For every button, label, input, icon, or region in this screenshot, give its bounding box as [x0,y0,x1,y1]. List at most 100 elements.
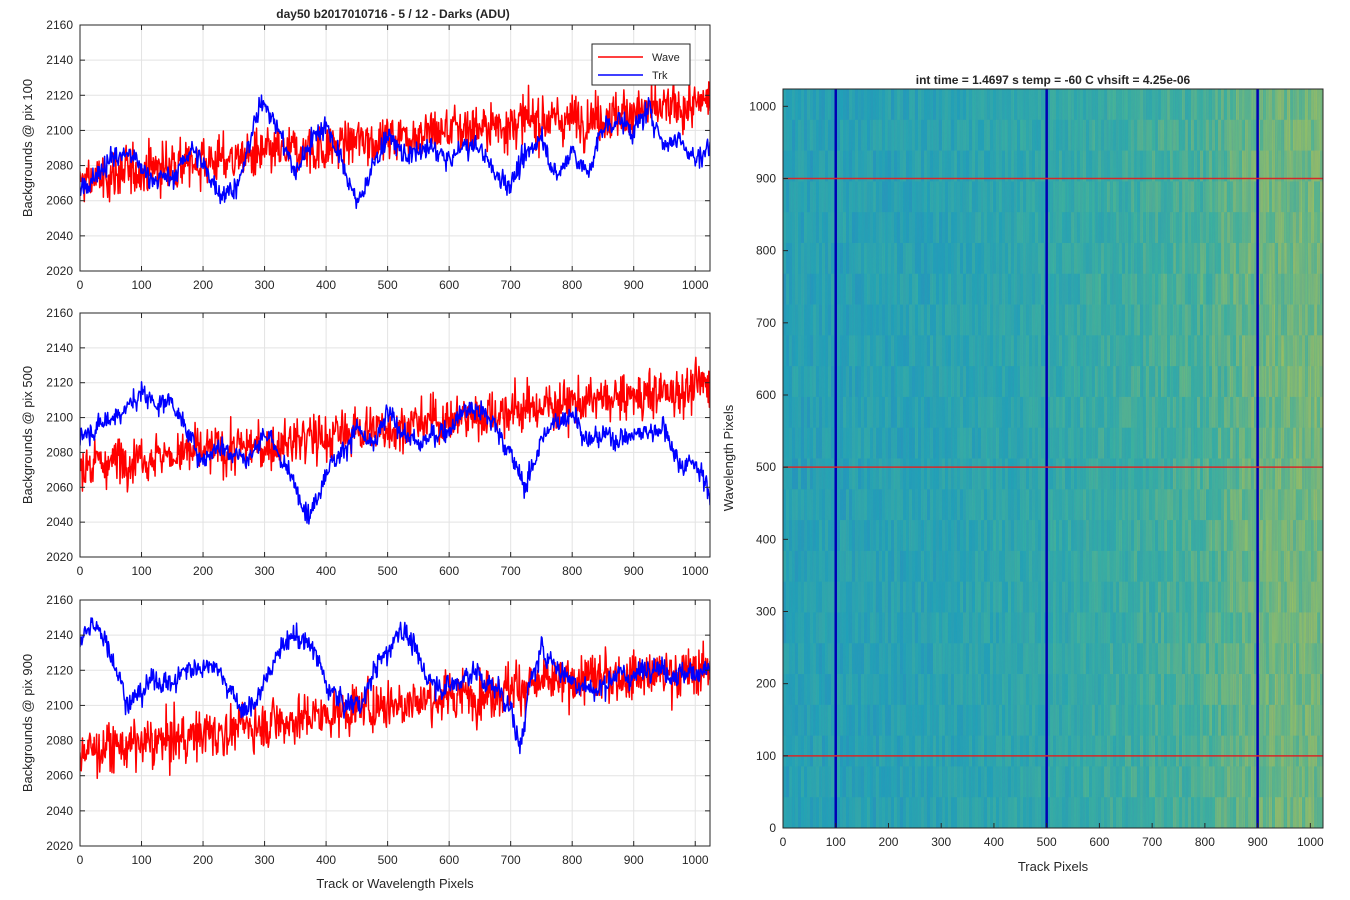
heatmap-y-tick-label: 100 [756,749,776,763]
panel-pix-900: 0 100 200 300 400 500 600 700 800 900 1000 2020 2040… [20,593,711,891]
y-tick-label: 2080 [46,159,73,173]
y-tick-label: 2160 [46,18,73,32]
panel-3-xlabel: Track or Wavelength Pixels [316,876,474,891]
x-tick-label: 500 [378,564,398,578]
x-tick-label: 900 [624,853,644,867]
y-tick-label: 2020 [46,839,73,853]
heatmap-x-tick-label: 400 [984,835,1004,849]
heatmap-streak-texture [783,89,1323,828]
panel-1-series [80,79,710,210]
heatmap-y-tick-label: 300 [756,604,776,618]
heatmap-x-tick-label: 200 [878,835,898,849]
legend-trk-label: Trk [652,70,668,82]
x-tick-label: 300 [255,564,275,578]
y-tick-label: 2060 [46,480,73,494]
heatmap-x-tick-label: 1000 [1297,835,1324,849]
y-tick-label: 2140 [46,628,73,642]
heatmap-y-tick-label: 500 [756,460,776,474]
x-tick-label: 400 [316,564,336,578]
x-tick-label: 1000 [682,278,709,292]
heatmap-ylabel: Wavelength Pixels [721,404,736,511]
heatmap-x-tick-label: 500 [1037,835,1057,849]
x-tick-label: 300 [255,853,275,867]
heatmap-xlabel: Track Pixels [1018,859,1089,874]
heatmap-x-tick-label: 700 [1142,835,1162,849]
panel-1-frame [79,24,711,272]
y-tick-label: 2100 [46,698,73,712]
right-chart-title: int time = 1.4697 s temp = -60 C vhsift … [916,73,1191,87]
legend: Wave Trk [591,43,691,86]
heatmap-y-tick-label: 600 [756,388,776,402]
left-chart-title: day50 b2017010716 - 5 / 12 - Darks (ADU) [276,7,509,21]
x-tick-label: 1000 [682,564,709,578]
x-tick-label: 200 [193,564,213,578]
y-tick-label: 2080 [46,734,73,748]
panel-3-ticks: 0 100 200 300 400 500 600 700 800 900 1000 2020 2040… [46,593,710,867]
y-tick-label: 2120 [46,376,73,390]
heatmap-ticks: 0 100 200 300 400 500 600 700 800 900 1000 0 100 200 3… [749,99,1324,849]
series-line-trk [80,617,710,755]
y-tick-label: 2020 [46,550,73,564]
x-tick-label: 100 [132,564,152,578]
heatmap-x-tick-label: 600 [1089,835,1109,849]
heatmap-x-tick-label: 900 [1248,835,1268,849]
x-tick-label: 100 [132,278,152,292]
heatmap-y-tick-label: 0 [769,821,776,835]
series-line-trk [80,94,710,210]
x-tick-label: 400 [316,853,336,867]
y-tick-label: 2060 [46,194,73,208]
y-tick-label: 2040 [46,515,73,529]
panel-2-series [80,356,710,525]
y-tick-label: 2140 [46,53,73,67]
y-tick-label: 2040 [46,229,73,243]
x-tick-label: 0 [77,564,84,578]
x-tick-label: 400 [316,278,336,292]
heatmap-y-tick-label: 200 [756,677,776,691]
legend-wave-label: Wave [652,52,680,64]
y-tick-label: 2120 [46,88,73,102]
x-tick-label: 900 [624,564,644,578]
panel-3-series [80,617,710,780]
x-tick-label: 200 [193,278,213,292]
y-tick-label: 2060 [46,769,73,783]
x-tick-label: 600 [439,564,459,578]
panel-pix-500: 0 100 200 300 400 500 600 700 800 900 1000 2020 2040… [20,306,711,578]
panel-2-ticks: 0 100 200 300 400 500 600 700 800 900 1000 2020 2040… [46,306,710,578]
heatmap-x-tick-label: 100 [826,835,846,849]
heatmap-y-tick-label: 800 [756,244,776,258]
x-tick-label: 600 [439,853,459,867]
x-tick-label: 800 [562,278,582,292]
y-tick-label: 2100 [46,411,73,425]
y-tick-label: 2120 [46,663,73,677]
series-line-wave [80,356,710,493]
x-tick-label: 300 [255,278,275,292]
heatmap-frame [782,88,1324,829]
panel-2-ylabel: Backgrounds @ pix 500 [20,366,35,504]
y-tick-label: 2160 [46,306,73,320]
heatmap-marker-lines [783,89,1323,828]
panel-3-ylabel: Backgrounds @ pix 900 [20,654,35,792]
panel-3-frame [79,599,711,847]
y-tick-label: 2100 [46,123,73,137]
x-tick-label: 500 [378,853,398,867]
x-tick-label: 0 [77,853,84,867]
y-tick-label: 2040 [46,804,73,818]
y-tick-label: 2160 [46,593,73,607]
x-tick-label: 100 [132,853,152,867]
heatmap-y-tick-label: 400 [756,532,776,546]
x-tick-label: 700 [501,278,521,292]
heatmap-y-tick-label: 1000 [749,99,776,113]
series-line-wave [80,640,710,780]
panel-1-ticks: 0 100 200 300 400 500 600 700 800 900 1000 2020 2040… [46,18,710,292]
heatmap-x-tick-label: 300 [931,835,951,849]
x-tick-label: 700 [501,853,521,867]
heatmap-x-tick-label: 0 [780,835,787,849]
y-tick-label: 2140 [46,341,73,355]
x-tick-label: 800 [562,853,582,867]
x-tick-label: 800 [562,564,582,578]
legend-box [591,43,691,86]
heatmap-y-tick-label: 700 [756,316,776,330]
y-tick-label: 2020 [46,264,73,278]
x-tick-label: 0 [77,278,84,292]
